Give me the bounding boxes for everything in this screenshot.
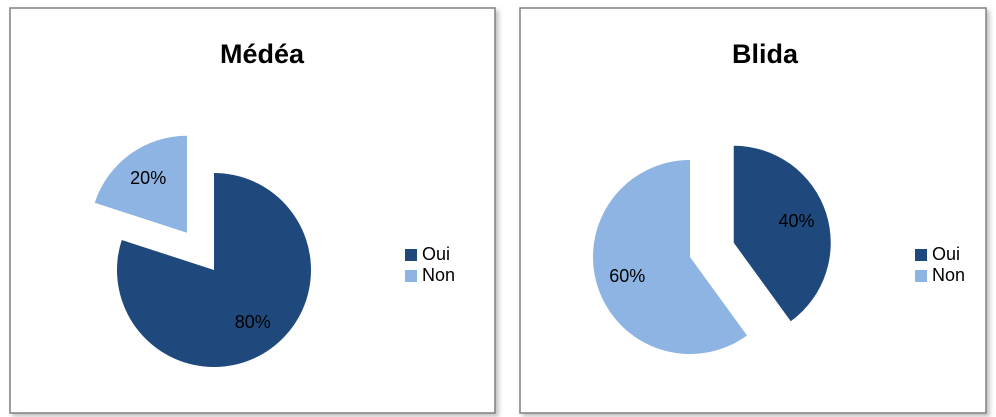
pie-slice — [116, 173, 311, 367]
legend-label: Non — [422, 265, 455, 285]
legend-swatch — [915, 249, 927, 261]
pie-slice — [94, 135, 187, 233]
chart-title: Médéa — [220, 39, 305, 69]
legend-swatch — [915, 270, 927, 282]
pie-slice — [733, 145, 831, 322]
chart-title: Blida — [732, 39, 799, 69]
data-label: 80% — [235, 312, 271, 332]
data-label: 60% — [609, 266, 645, 286]
legend-label: Oui — [932, 244, 960, 264]
data-label: 20% — [130, 168, 166, 188]
legend-swatch — [405, 270, 417, 282]
legend-swatch — [405, 249, 417, 261]
pie-slice — [592, 160, 748, 354]
data-label: 40% — [778, 211, 814, 231]
legend-label: Non — [932, 265, 965, 285]
legend-label: Oui — [422, 244, 450, 264]
